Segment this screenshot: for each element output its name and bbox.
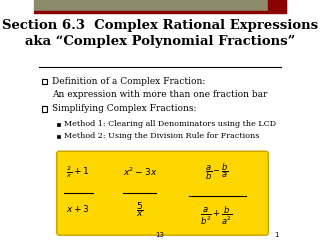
FancyBboxPatch shape: [57, 151, 268, 235]
Text: 13: 13: [156, 232, 164, 238]
Bar: [34, 11, 286, 13]
Text: Simplifying Complex Fractions:: Simplifying Complex Fractions:: [52, 104, 197, 114]
Text: Method 1: Clearing all Denominators using the LCD: Method 1: Clearing all Denominators usin…: [64, 120, 276, 128]
Text: $\dfrac{a}{b}-\dfrac{b}{a}$: $\dfrac{a}{b}-\dfrac{b}{a}$: [205, 161, 229, 182]
Text: Method 2: Using the Division Rule for Fractions: Method 2: Using the Division Rule for Fr…: [64, 132, 260, 140]
Text: Section 6.3  Complex Rational Expressions: Section 6.3 Complex Rational Expressions: [2, 19, 318, 32]
Bar: [268, 0, 286, 11]
Bar: [57, 135, 60, 138]
Text: $x+3$: $x+3$: [66, 203, 90, 214]
Bar: [42, 106, 47, 112]
Text: Definition of a Complex Fraction:: Definition of a Complex Fraction:: [52, 77, 205, 86]
Text: 1: 1: [274, 232, 278, 238]
Text: $\frac{2}{x}+1$: $\frac{2}{x}+1$: [67, 165, 90, 180]
Text: An expression with more than one fraction bar: An expression with more than one fractio…: [52, 90, 268, 99]
Text: aka “Complex Polynomial Fractions”: aka “Complex Polynomial Fractions”: [25, 36, 295, 48]
Bar: [42, 79, 47, 84]
Text: $\dfrac{a}{b^2}+\dfrac{b}{a^2}$: $\dfrac{a}{b^2}+\dfrac{b}{a^2}$: [200, 205, 233, 227]
Text: $x^2-3x$: $x^2-3x$: [123, 165, 157, 178]
Bar: [34, 0, 286, 11]
Text: $\dfrac{5}{x}$: $\dfrac{5}{x}$: [136, 201, 144, 219]
Bar: [57, 123, 60, 126]
